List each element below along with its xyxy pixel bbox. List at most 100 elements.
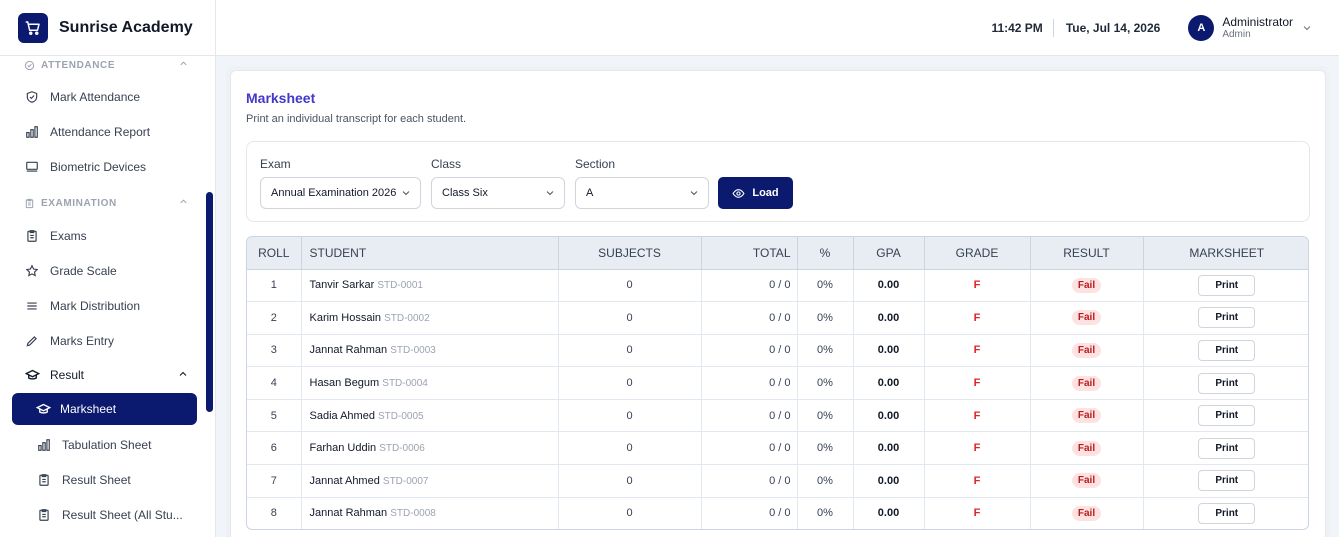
col-header-total[interactable]: TOTAL [701,237,798,270]
sidebar-item-biometric-devices[interactable]: Biometric Devices [24,157,189,177]
subjects-cell: 0 [558,366,702,400]
print-button[interactable]: Print [1198,372,1256,394]
print-button[interactable]: Print [1198,502,1256,524]
brand-name: Sunrise Academy [59,19,193,36]
bar-chart-icon [36,438,52,452]
sidebar-item-mark-attendance[interactable]: Mark Attendance [24,87,189,107]
sidebar-item-label: Marksheet [60,402,117,416]
clipboard-icon [36,473,52,487]
roll-cell: 7 [247,464,302,498]
print-button[interactable]: Print [1198,470,1256,492]
marksheet-cell: Print [1143,431,1308,466]
sidebar: ATTENDANCE Mark Attendance Attendance Re… [0,56,216,537]
table-row: 8 Jannat Rahman STD-0008 0 0 / 0 0% 0.00 F Fail… [247,497,1308,529]
sidebar-scrollbar[interactable] [206,192,213,412]
sidebar-item-tabulation-sheet[interactable]: Tabulation Sheet [36,435,201,455]
shield-icon [24,60,35,71]
roll-cell: 2 [247,301,302,335]
col-header-roll[interactable]: ROLL [247,237,302,270]
result-cell: Fail [1030,301,1144,335]
marksheet-cell: Print [1143,399,1308,433]
sidebar-item-attendance-report[interactable]: Attendance Report [24,122,189,142]
sidebar-item-result-sheet-all[interactable]: Result Sheet (All Stu... [36,505,201,525]
col-header-result[interactable]: RESULT [1030,237,1144,270]
print-button[interactable]: Print [1198,339,1256,361]
avatar[interactable]: A [1188,15,1215,41]
sidebar-item-grade-scale[interactable]: Grade Scale [24,261,189,281]
print-button[interactable]: Print [1198,274,1256,296]
pencil-icon [24,334,40,348]
status-badge: Fail [1071,408,1102,424]
class-label: Class [431,157,462,171]
user-menu[interactable]: Administrator Admin [1222,15,1293,41]
sidebar-group-result[interactable]: Result [24,365,189,385]
print-button[interactable]: Print [1198,405,1256,427]
load-button[interactable]: Load [718,177,793,209]
col-header-gpa[interactable]: GPA [853,237,925,270]
roll-cell: 3 [247,334,302,368]
result-cell: Fail [1030,464,1144,498]
status-badge: Fail [1071,375,1102,391]
list-icon [24,299,40,313]
result-cell: Fail [1030,334,1144,368]
print-button[interactable]: Print [1198,437,1256,459]
student-cell: Sadia Ahmed STD-0005 [301,399,559,433]
section-select[interactable]: A [575,177,709,209]
table-row: 3 Jannat Rahman STD-0003 0 0 / 0 0% 0.00 F Fail… [247,334,1308,368]
sidebar-item-mark-distribution[interactable]: Mark Distribution [24,296,189,316]
student-cell: Tanvir Sarkar STD-0001 [301,269,559,303]
status-badge: Fail [1071,277,1102,293]
grade-cell: F [924,497,1031,529]
user-name: Administrator [1222,15,1293,29]
total-cell: 0 / 0 [701,431,798,466]
cart-icon [18,13,48,43]
user-role: Admin [1222,29,1251,40]
total-cell: 0 / 0 [701,497,798,529]
marksheet-cell: Print [1143,269,1308,303]
status-badge: Fail [1071,473,1102,489]
table-row: 2 Karim Hossain STD-0002 0 0 / 0 0% 0.00 F Fail… [247,301,1308,335]
exam-select[interactable]: Annual Examination 2026 [260,177,421,209]
student-id: STD-0003 [390,345,436,357]
total-cell: 0 / 0 [701,301,798,335]
gpa-cell: 0.00 [853,464,925,498]
sidebar-section-examination[interactable]: EXAMINATION [24,196,189,210]
brand[interactable]: Sunrise Academy [0,0,216,56]
gpa-cell: 0.00 [853,497,925,529]
table-row: 7 Jannat Ahmed STD-0007 0 0 / 0 0% 0.00 F Fail P… [247,464,1308,498]
sidebar-section-attendance[interactable]: ATTENDANCE [24,58,189,72]
chevron-down-icon[interactable] [1301,22,1313,34]
sidebar-item-marksheet[interactable]: Marksheet [12,393,197,425]
result-cell: Fail [1030,269,1144,303]
clipboard-icon [24,198,35,209]
student-cell: Jannat Rahman STD-0003 [301,334,559,368]
col-header-grade[interactable]: GRADE [924,237,1031,270]
sidebar-item-result-sheet[interactable]: Result Sheet [36,470,201,490]
monitor-icon [24,160,40,174]
student-id: STD-0002 [384,312,430,324]
col-header-subjects[interactable]: SUBJECTS [558,237,702,270]
load-button-label: Load [752,187,779,199]
chevron-down-icon [686,187,700,202]
student-id: STD-0008 [390,508,436,520]
sidebar-item-label: Tabulation Sheet [62,438,152,452]
sidebar-item-label: Exams [50,229,87,243]
percent-cell: 0% [797,334,854,368]
col-header-student[interactable]: STUDENT [301,237,559,270]
marksheet-cell: Print [1143,301,1308,335]
subjects-cell: 0 [558,269,702,303]
student-name: Tanvir Sarkar [309,279,375,292]
sidebar-item-exams[interactable]: Exams [24,226,189,246]
star-icon [24,264,40,278]
result-cell: Fail [1030,366,1144,400]
col-header-percent[interactable]: % [797,237,854,270]
col-header-marksheet[interactable]: MARKSHEET [1143,237,1308,270]
student-name: Karim Hossain [309,311,382,324]
print-button[interactable]: Print [1198,307,1256,329]
roll-cell: 6 [247,431,302,466]
chevron-down-icon [542,187,556,202]
class-select[interactable]: Class Six [431,177,565,209]
grade-cell: F [924,366,1031,400]
sidebar-item-marks-entry[interactable]: Marks Entry [24,331,189,351]
percent-cell: 0% [797,497,854,529]
